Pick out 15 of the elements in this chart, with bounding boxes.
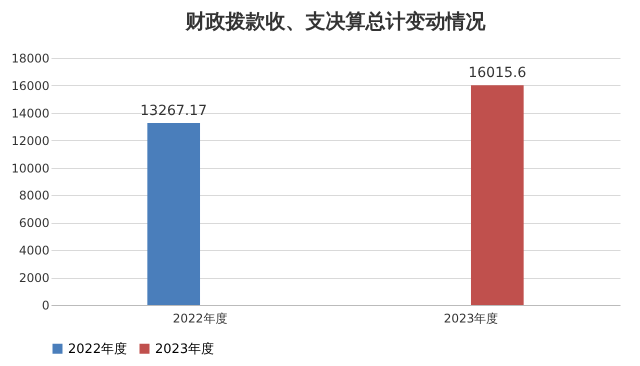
y-tick-label: 14000 [11,106,50,120]
data-label: 13267.17 [140,102,208,119]
y-tick-label: 6000 [18,216,50,230]
y-tick-label: 12000 [11,134,50,148]
legend-label: 2022年度 [68,340,128,357]
y-tick-label: 0 [42,298,50,312]
y-tick-label: 8000 [18,188,50,203]
y-tick-label: 10000 [11,161,50,176]
y-tick-label: 16000 [11,78,50,93]
y-tick-label: 18000 [11,52,50,66]
y-tick-label: 2000 [18,271,50,286]
legend-label: 2023年度 [155,340,214,357]
data-label: 16015.6 [468,65,526,82]
y-tick-label: 4000 [18,244,50,258]
chart-title: 财政拨款收、支决算总计变动情况 [184,9,486,33]
